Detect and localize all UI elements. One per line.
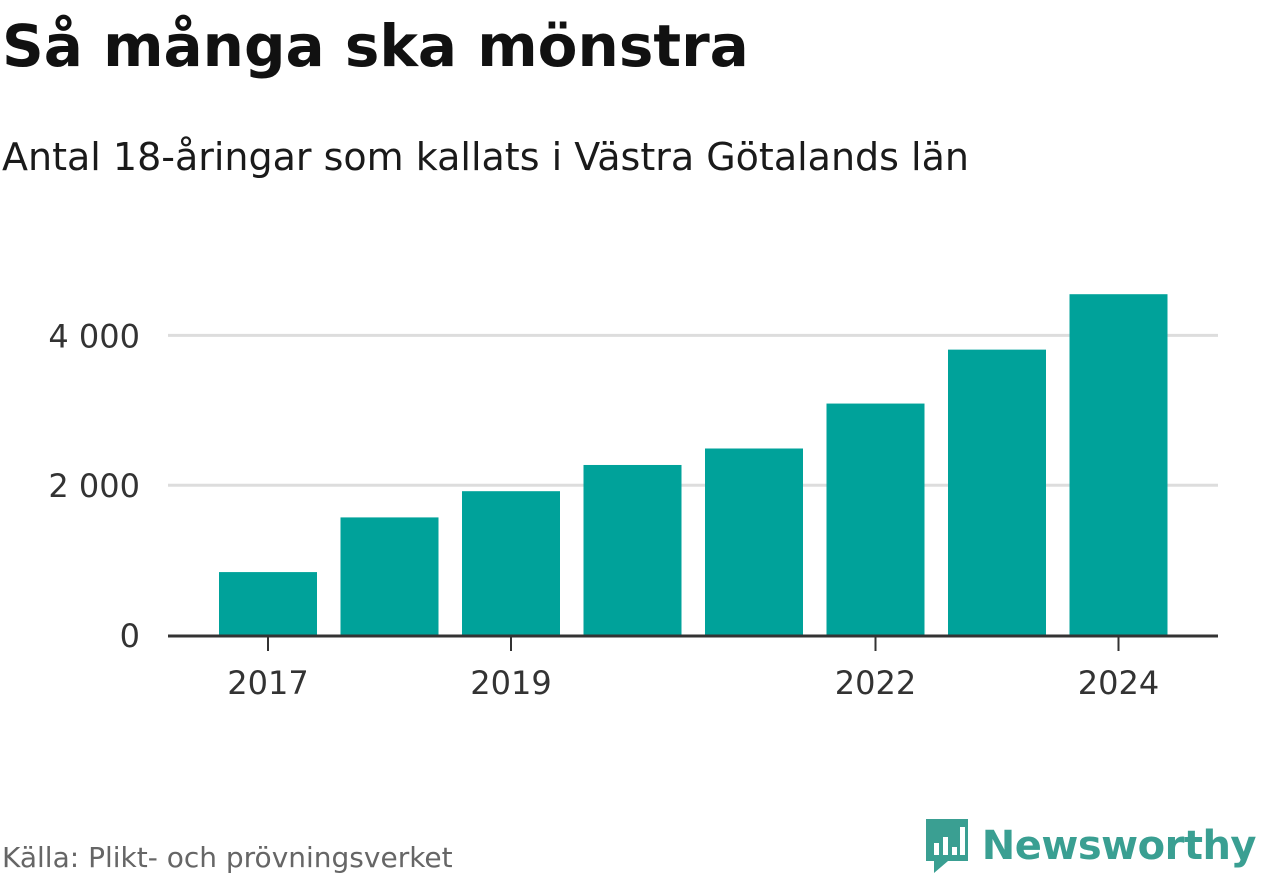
bars <box>219 294 1168 635</box>
bar-2020 <box>583 464 682 635</box>
gridlines <box>168 333 1218 487</box>
bar-2019 <box>462 491 560 635</box>
y-tick-label: 0 <box>120 617 140 655</box>
chart-subtitle: Antal 18-åringar som kallats i Västra Gö… <box>2 135 969 179</box>
newsworthy-logo-icon <box>925 819 968 873</box>
brand-logo: Newsworthy <box>922 814 1257 878</box>
bar-chart: 0 2 000 4 000 2017 2019 2022 2024 <box>48 294 1218 702</box>
chart-title: Så många ska mönstra <box>2 12 749 80</box>
bar-2018 <box>340 517 439 635</box>
brand-name: Newsworthy <box>981 823 1257 869</box>
x-tick-label: 2019 <box>470 664 551 702</box>
y-tick-label: 2 000 <box>48 467 140 505</box>
bar-2023 <box>948 349 1046 635</box>
bar-2024 <box>1069 294 1168 635</box>
x-tick-label: 2024 <box>1078 664 1159 702</box>
bar-2017 <box>219 572 317 635</box>
y-tick-label: 4 000 <box>48 317 140 355</box>
x-tick-label: 2017 <box>227 664 308 702</box>
bar-2022 <box>826 403 925 635</box>
tick-labels: 0 2 000 4 000 2017 2019 2022 2024 <box>48 317 1159 702</box>
x-axis <box>168 634 1218 651</box>
source-note: Källa: Plikt- och prövningsverket <box>2 841 453 874</box>
bar-2021 <box>705 448 803 635</box>
x-tick-label: 2022 <box>835 664 916 702</box>
